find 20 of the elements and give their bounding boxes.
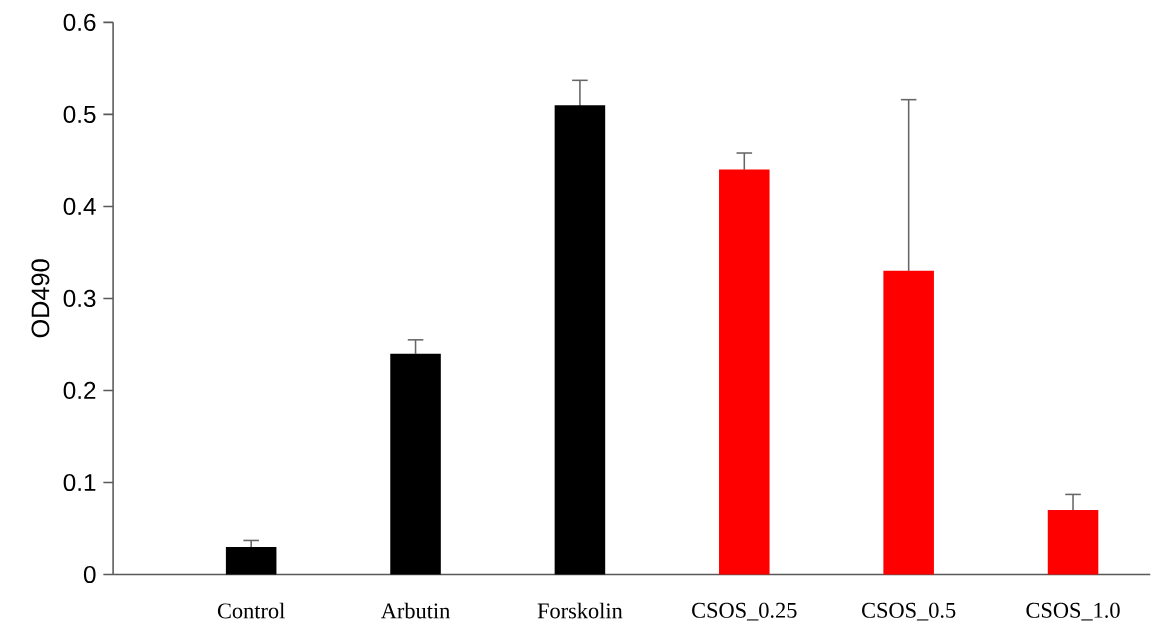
y-tick-label: 0.5 bbox=[63, 105, 96, 124]
x-tick-label: Control bbox=[217, 602, 285, 619]
y-tick-label: 0.1 bbox=[63, 473, 96, 492]
y-tick-label: 0.4 bbox=[63, 197, 96, 216]
x-tick-label: Arbutin bbox=[380, 602, 450, 619]
bar bbox=[390, 353, 441, 575]
bar bbox=[1047, 510, 1099, 575]
y-tick-label: 0.3 bbox=[63, 289, 96, 308]
bar bbox=[883, 270, 934, 575]
y-tick-label: 0.2 bbox=[63, 381, 96, 400]
bar bbox=[719, 169, 770, 575]
y-axis-title: OD490 bbox=[31, 259, 50, 338]
x-tick-label: CSOS_0.25 bbox=[692, 602, 797, 621]
bar bbox=[225, 546, 277, 575]
x-tick-label: Forskolin bbox=[537, 602, 623, 619]
y-tick-label: 0.6 bbox=[63, 13, 96, 32]
x-tick-label: CSOS_0.5 bbox=[862, 602, 956, 621]
bar bbox=[554, 105, 606, 575]
x-tick-label: CSOS_1.0 bbox=[1026, 602, 1120, 621]
y-tick-label: 0 bbox=[83, 565, 96, 584]
